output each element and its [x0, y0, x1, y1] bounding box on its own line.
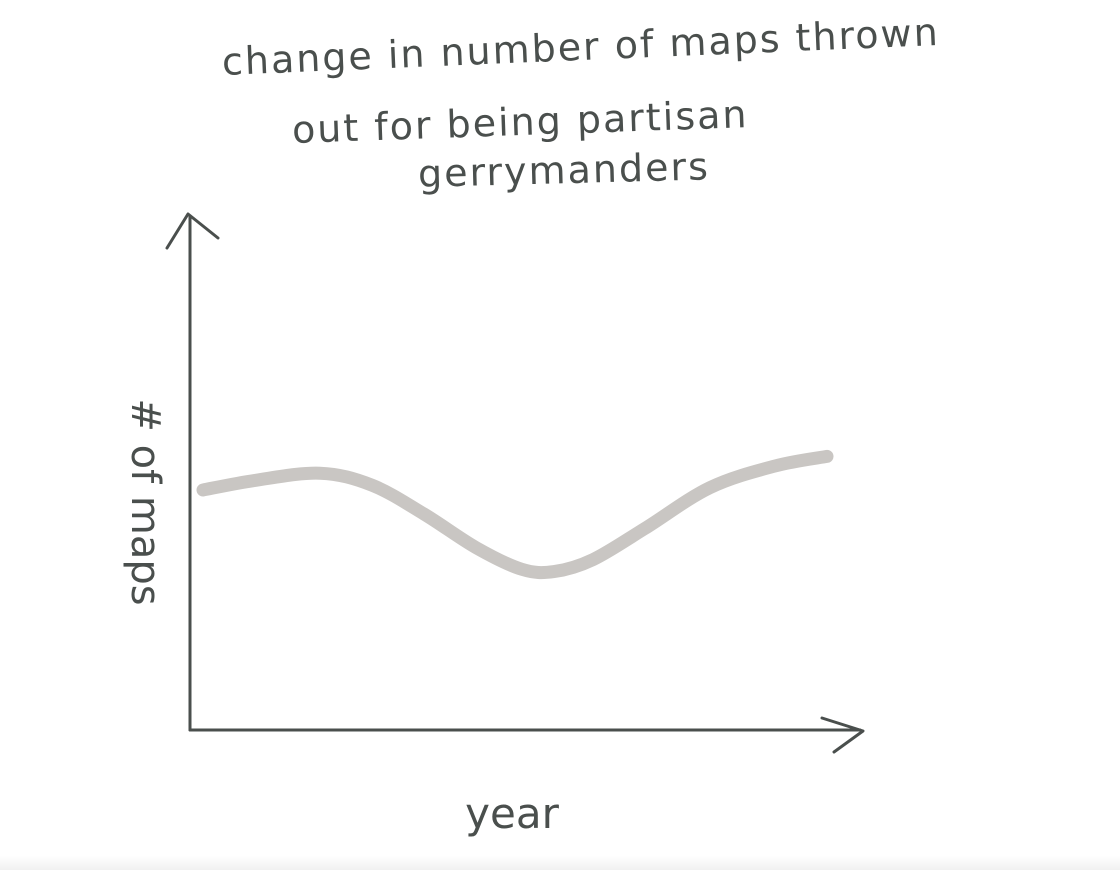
y-axis-label: # of maps — [122, 398, 168, 605]
series-layer — [196, 449, 834, 580]
bottom-edge-shade — [0, 856, 1120, 870]
x-axis-label: year — [465, 789, 559, 838]
x-axis-arrowhead — [820, 716, 865, 754]
x-axis — [188, 716, 865, 754]
series-line-0 — [196, 449, 834, 580]
y-axis — [165, 212, 220, 732]
y-axis-arrowhead — [165, 212, 220, 250]
